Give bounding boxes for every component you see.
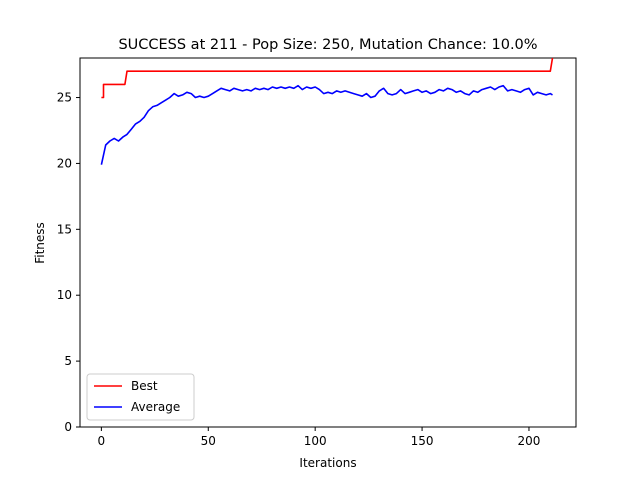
x-axis-ticks: 0 50 100 150 200: [98, 427, 541, 448]
chart-title: SUCCESS at 211 - Pop Size: 250, Mutation…: [118, 37, 537, 53]
series-line-best: [101, 57, 554, 99]
y-tick-label: 25: [57, 91, 72, 105]
series-line-average: [100, 84, 553, 165]
y-axis-label: Fitness: [33, 222, 47, 264]
x-tick-label: 100: [304, 434, 327, 448]
x-tick-label: 50: [201, 434, 216, 448]
y-tick-label: 10: [57, 288, 72, 302]
x-axis-label: Iterations: [299, 456, 356, 470]
x-tick-label: 200: [518, 434, 541, 448]
y-tick-label: 20: [57, 156, 72, 170]
legend: Best Average: [86, 373, 195, 421]
legend-label-best: Best: [131, 379, 158, 393]
plot-area: 0 50 100 150 200 0 5 10 15 20 25: [57, 57, 577, 448]
axes-frame: [79, 57, 577, 428]
x-tick-label: 150: [411, 434, 434, 448]
series-layer: [100, 57, 554, 165]
y-tick-label: 5: [64, 354, 72, 368]
y-tick-label: 15: [57, 222, 72, 236]
y-tick-label: 0: [64, 420, 72, 434]
y-axis-ticks: 0 5 10 15 20 25: [57, 91, 80, 434]
legend-label-average: Average: [131, 400, 180, 414]
x-tick-label: 0: [98, 434, 106, 448]
